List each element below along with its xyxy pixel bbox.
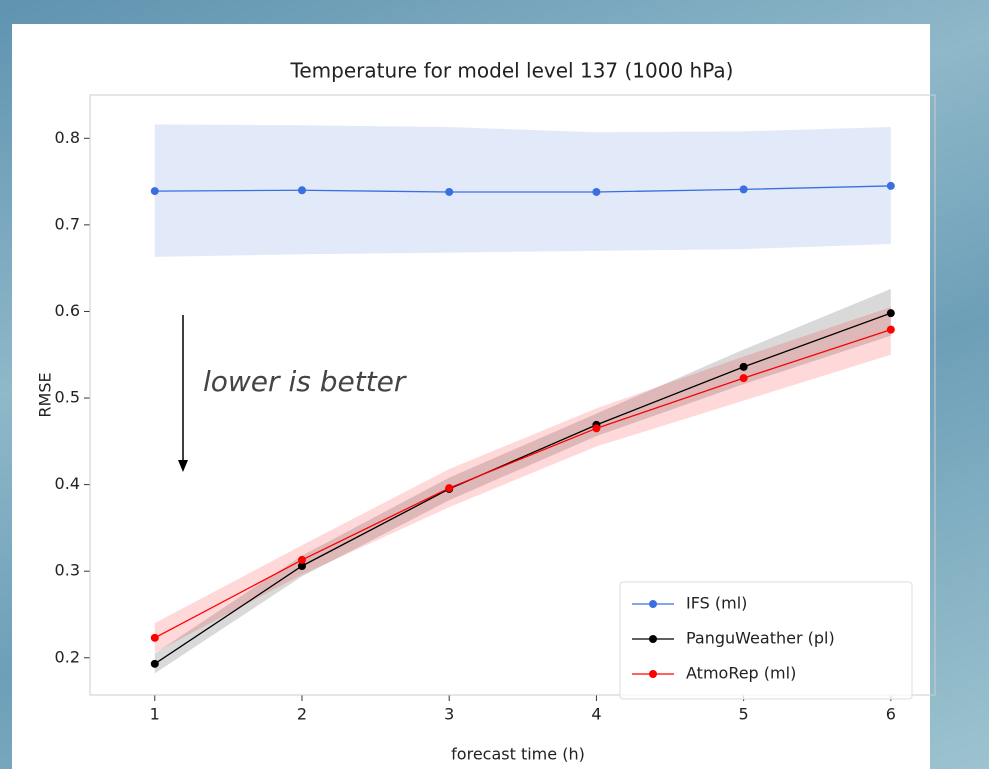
y-tick-label: 0.3 — [55, 561, 80, 580]
point — [592, 187, 601, 196]
point — [739, 374, 748, 383]
band — [154, 124, 891, 257]
x-tick-label: 1 — [150, 705, 160, 724]
x-axis-label: forecast time (h) — [451, 745, 585, 764]
point — [445, 484, 454, 493]
point — [739, 362, 748, 371]
series-line — [154, 185, 891, 193]
y-tick-label: 0.5 — [55, 388, 80, 407]
point — [150, 659, 159, 668]
legend-marker — [649, 670, 657, 678]
arrow-head — [178, 460, 188, 472]
series-line — [154, 329, 892, 639]
point — [150, 187, 159, 196]
point — [886, 181, 895, 190]
series-line — [154, 312, 892, 665]
band — [154, 288, 891, 674]
legend-label: AtmoRep (ml) — [686, 664, 796, 683]
chart-title: Temperature for model level 137 (1000 hP… — [290, 59, 734, 83]
x-tick-label: 4 — [591, 705, 601, 724]
y-tick-label: 0.6 — [55, 301, 80, 320]
point — [297, 555, 306, 564]
x-tick-label: 6 — [886, 705, 896, 724]
legend-marker — [649, 600, 657, 608]
point — [592, 424, 601, 433]
y-axis-label: RMSE — [36, 372, 55, 417]
legend-marker — [649, 635, 657, 643]
axes-frame — [89, 94, 936, 696]
point — [739, 185, 748, 194]
point — [297, 561, 306, 570]
legend-label: IFS (ml) — [686, 594, 747, 613]
x-tick-label: 5 — [739, 705, 749, 724]
point — [886, 309, 895, 318]
annotation: lower is better — [203, 365, 407, 398]
y-tick-label: 0.4 — [55, 474, 80, 493]
y-tick-label: 0.7 — [55, 214, 80, 233]
x-tick-label: 3 — [444, 705, 454, 724]
legend-box — [619, 581, 913, 700]
y-tick-label: 0.2 — [55, 647, 80, 666]
point — [297, 186, 306, 195]
band — [154, 307, 891, 653]
legend-label: PanguWeather (pl) — [686, 629, 835, 648]
point — [150, 633, 159, 642]
point — [886, 325, 895, 334]
point — [445, 187, 454, 196]
x-tick-label: 2 — [297, 705, 307, 724]
y-tick-label: 0.8 — [55, 128, 80, 147]
